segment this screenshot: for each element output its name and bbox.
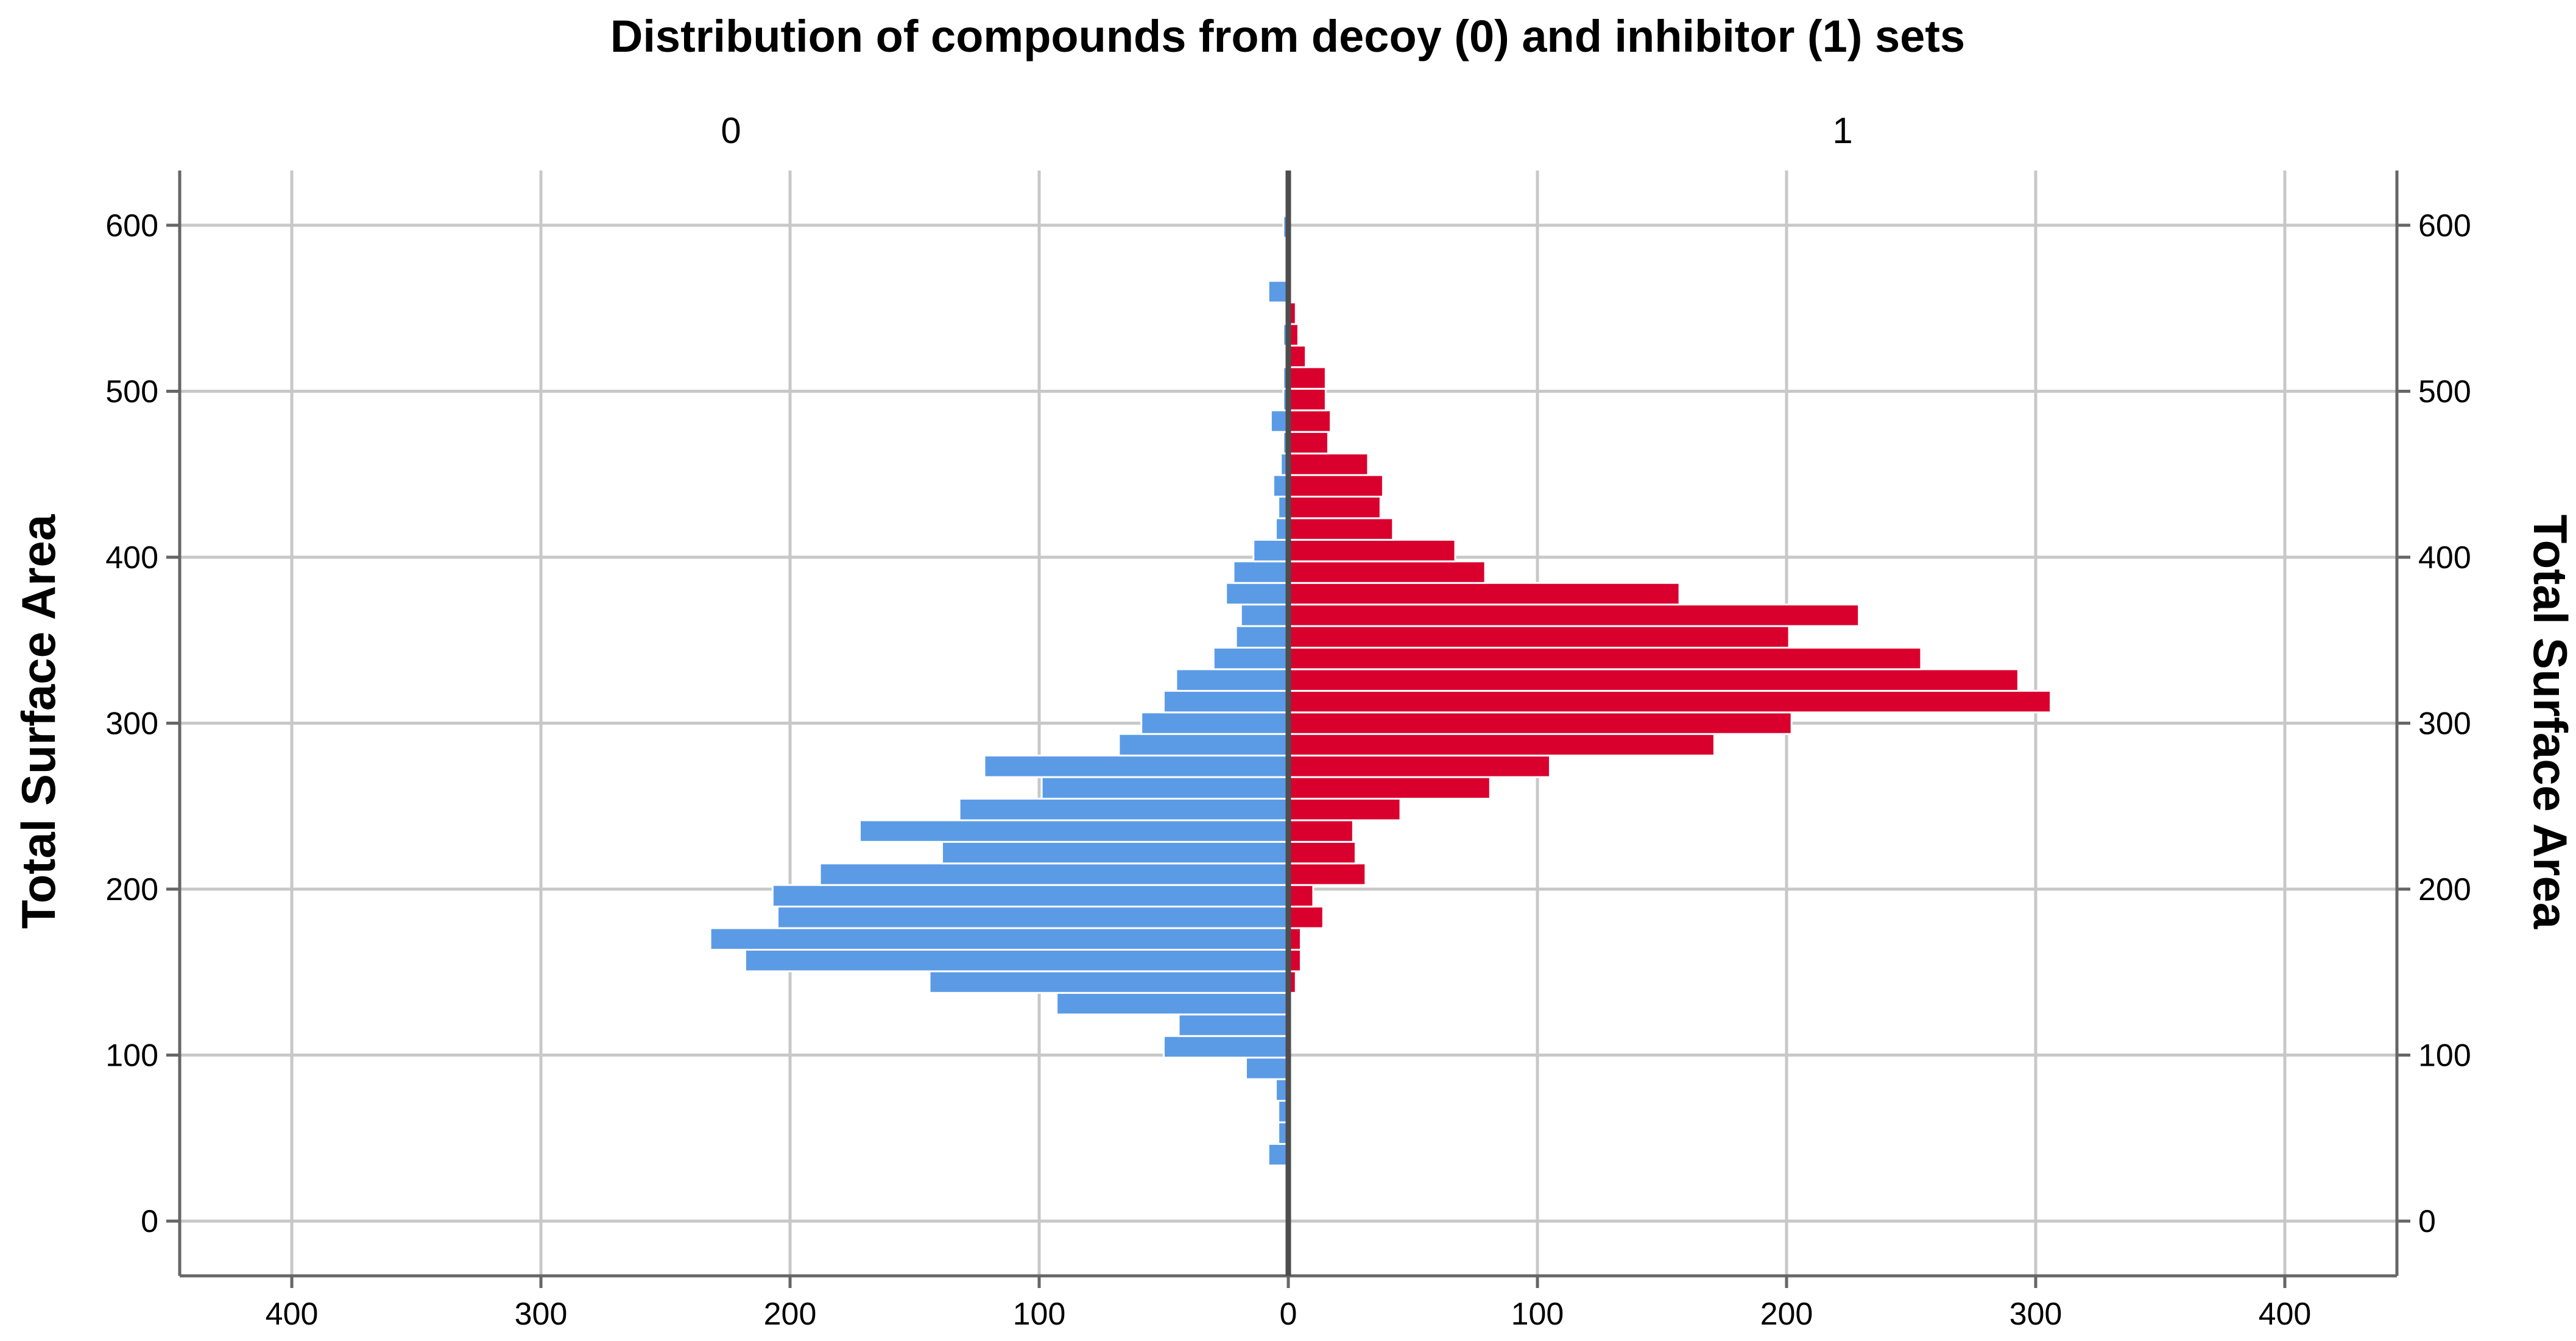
bar-decoy	[1140, 711, 1290, 735]
bar-decoy	[1244, 1057, 1290, 1080]
y-tick-label-right: 0	[2418, 1204, 2436, 1239]
bar-inhibitor	[1287, 582, 1681, 606]
bar-decoy	[771, 884, 1290, 908]
bar-inhibitor	[1287, 625, 1790, 649]
bar-decoy	[1056, 991, 1290, 1016]
x-tick-label: 300	[2010, 1297, 2063, 1332]
bar-inhibitor	[1287, 840, 1357, 865]
bar-decoy	[1040, 776, 1290, 800]
series-label-decoy: 0	[721, 110, 741, 151]
bar-inhibitor	[1287, 711, 1793, 735]
bar-decoy	[1163, 1035, 1290, 1059]
x-tick-label: 400	[2259, 1297, 2312, 1332]
bar-inhibitor	[1287, 517, 1394, 541]
x-tick-label: 100	[1013, 1297, 1066, 1332]
y-tick-label-left: 600	[105, 208, 158, 244]
axes	[166, 171, 2410, 1288]
bar-decoy	[958, 797, 1290, 822]
chart-title: Distribution of compounds from decoy (0)…	[610, 11, 1965, 62]
series-label-inhibitor: 1	[1832, 110, 1852, 151]
y-tick-label-right: 500	[2418, 374, 2471, 409]
y-tick-label-right: 300	[2418, 706, 2471, 742]
bar-inhibitor	[1287, 776, 1491, 800]
bar-decoy	[819, 862, 1290, 886]
bar-inhibitor	[1287, 496, 1382, 519]
bar-decoy	[1118, 733, 1290, 757]
y-axis-title-right: Total Surface Area	[2524, 515, 2576, 929]
bar-decoy	[1163, 689, 1290, 714]
bar-inhibitor	[1287, 668, 2019, 692]
y-tick-label-left: 0	[141, 1204, 158, 1239]
bar-inhibitor	[1287, 755, 1551, 778]
bar-inhibitor	[1287, 689, 2052, 714]
bar-decoy	[1177, 1013, 1290, 1037]
bar-inhibitor	[1287, 387, 1327, 412]
bar-inhibitor	[1287, 474, 1384, 498]
tick-labels: 0 0 100 100 200 200 300 300 400 400 500 500 600 600 40…	[105, 208, 2471, 1332]
bar-decoy	[1235, 625, 1290, 649]
x-tick-label: 100	[1511, 1297, 1564, 1332]
bar-inhibitor	[1287, 366, 1327, 390]
y-tick-label-right: 400	[2418, 540, 2471, 575]
bar-inhibitor	[1287, 409, 1332, 433]
bar-decoy	[709, 927, 1290, 951]
y-tick-label-right: 100	[2418, 1038, 2471, 1074]
bar-inhibitor	[1287, 345, 1307, 368]
bar-decoy	[859, 819, 1290, 843]
bar-inhibitor	[1287, 884, 1314, 908]
y-tick-label-left: 400	[105, 540, 158, 575]
bar-inhibitor	[1287, 604, 1860, 627]
histogram-bars	[709, 215, 2052, 1167]
bar-inhibitor	[1287, 906, 1324, 929]
y-tick-label-right: 600	[2418, 208, 2471, 244]
bar-decoy	[928, 970, 1290, 994]
bar-decoy	[1267, 1142, 1290, 1167]
bar-decoy	[1252, 538, 1290, 563]
bar-decoy	[983, 755, 1290, 778]
bar-inhibitor	[1287, 862, 1367, 886]
bar-decoy	[1267, 280, 1290, 304]
bar-inhibitor	[1287, 431, 1329, 455]
bar-inhibitor	[1287, 819, 1354, 843]
bar-decoy	[1225, 582, 1290, 606]
bar-inhibitor	[1287, 797, 1402, 822]
x-tick-label: 300	[515, 1297, 568, 1332]
y-tick-label-left: 300	[105, 706, 158, 742]
x-tick-label: 400	[266, 1297, 319, 1332]
bar-decoy	[1232, 560, 1290, 584]
bar-decoy	[1240, 604, 1290, 627]
bar-decoy	[1212, 647, 1290, 671]
y-tick-label-left: 100	[105, 1038, 158, 1074]
y-tick-label-left: 500	[105, 374, 158, 409]
x-tick-label: 0	[1280, 1297, 1297, 1332]
bar-inhibitor	[1287, 647, 1922, 671]
bar-decoy	[1175, 668, 1290, 692]
x-tick-label: 200	[1760, 1297, 1813, 1332]
bar-inhibitor	[1287, 733, 1715, 757]
bar-decoy	[744, 948, 1290, 973]
y-axis-title-left: Total Surface Area	[12, 514, 65, 929]
x-tick-label: 200	[764, 1297, 817, 1332]
bar-inhibitor	[1287, 452, 1369, 476]
bar-inhibitor	[1287, 560, 1486, 584]
bar-decoy	[777, 906, 1290, 929]
y-tick-label-left: 200	[105, 872, 158, 907]
bar-inhibitor	[1287, 538, 1456, 563]
bar-decoy	[941, 840, 1290, 865]
y-tick-label-right: 200	[2418, 872, 2471, 907]
